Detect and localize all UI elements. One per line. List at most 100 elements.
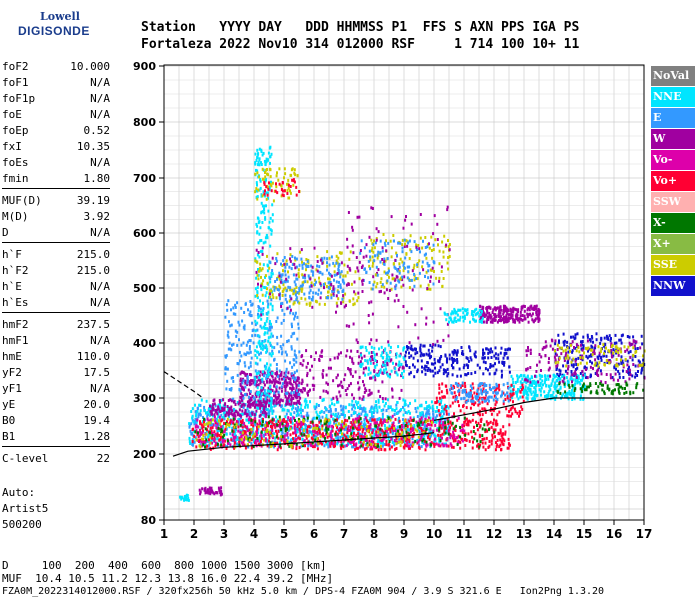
echo-point [273,346,276,350]
echo-point [268,185,271,189]
echo-point [498,360,501,364]
echo-point [405,444,408,448]
echo-point [333,421,336,425]
echo-point [270,152,273,156]
echo-point [257,152,259,156]
param-value: 17.5 [83,366,111,379]
echo-point [377,398,380,402]
echo-point [353,420,356,424]
echo-point [251,321,254,325]
echo-point [368,439,371,443]
echo-point [431,420,434,424]
echo-point [200,398,203,402]
echo-point [428,242,430,246]
echo-point [252,401,255,405]
echo-point [238,408,241,412]
echo-point [424,417,427,421]
echo-point [346,434,349,438]
echo-point [435,414,438,418]
echo-point [476,428,479,432]
echo-point [290,168,293,172]
echo-point [265,412,268,416]
echo-point [236,330,239,334]
echo-point [363,383,366,387]
echo-point [314,407,317,411]
echo-point [532,306,535,310]
echo-point [268,378,271,382]
echo-point [284,359,287,363]
echo-point [223,408,226,412]
echo-point [290,402,293,406]
echo-point [274,189,277,193]
echo-point [354,292,357,296]
echo-point [319,435,322,439]
echo-point [388,424,391,428]
echo-point [370,238,373,242]
echo-point [214,423,217,427]
echo-point [239,359,241,363]
echo-point [391,395,394,399]
echo-point [383,348,386,352]
echo-point [289,412,292,416]
echo-point [264,294,267,298]
echo-point [346,270,349,274]
echo-point [315,268,318,272]
echo-point [268,404,270,408]
echo-point [296,379,299,383]
echo-point [438,428,440,432]
echo-point [451,310,454,314]
echo-point [276,191,279,195]
echo-point [233,441,236,445]
echo-point [405,432,408,436]
echo-point [207,419,210,423]
echo-point [222,398,225,402]
echo-point [340,408,343,412]
echo-point [394,367,397,370]
echo-point [483,423,486,427]
echo-point [470,372,473,376]
echo-point [386,363,389,367]
echo-point [421,418,424,422]
echo-point [273,384,276,388]
echo-point [357,269,360,273]
echo-point [259,179,262,183]
echo-point [441,432,444,436]
echo-point [377,268,380,272]
param-row-16: hmF1 N/A [2,334,110,350]
echo-point [416,406,419,410]
echo-point [309,368,312,372]
echo-point [404,218,407,222]
echo-point [263,383,266,387]
echo-point [246,425,249,429]
echo-point [369,392,372,396]
echo-point [377,439,380,442]
echo-point [266,191,269,195]
echo-point [289,247,292,251]
echo-point [281,435,284,439]
echo-point [438,249,441,253]
echo-point [305,365,308,369]
echo-point [199,422,202,426]
echo-point [330,274,333,278]
echo-point [261,372,264,376]
echo-point [486,429,489,433]
echo-point [218,399,221,402]
echo-point [234,403,237,406]
echo-point [261,177,264,181]
echo-point [255,158,258,162]
echo-point [284,350,287,354]
echo-point [325,414,328,417]
echo-point [203,420,205,424]
echo-point [250,379,252,383]
echo-point [389,373,392,377]
echo-point [449,421,452,425]
param-label: C-level [2,452,49,465]
echo-point [402,435,405,439]
echo-point [266,317,269,320]
echo-point [291,407,294,411]
echo-point [446,405,449,408]
echo-point [256,294,259,297]
echo-point [527,306,530,310]
echo-point [232,376,234,380]
echo-point [243,324,246,328]
